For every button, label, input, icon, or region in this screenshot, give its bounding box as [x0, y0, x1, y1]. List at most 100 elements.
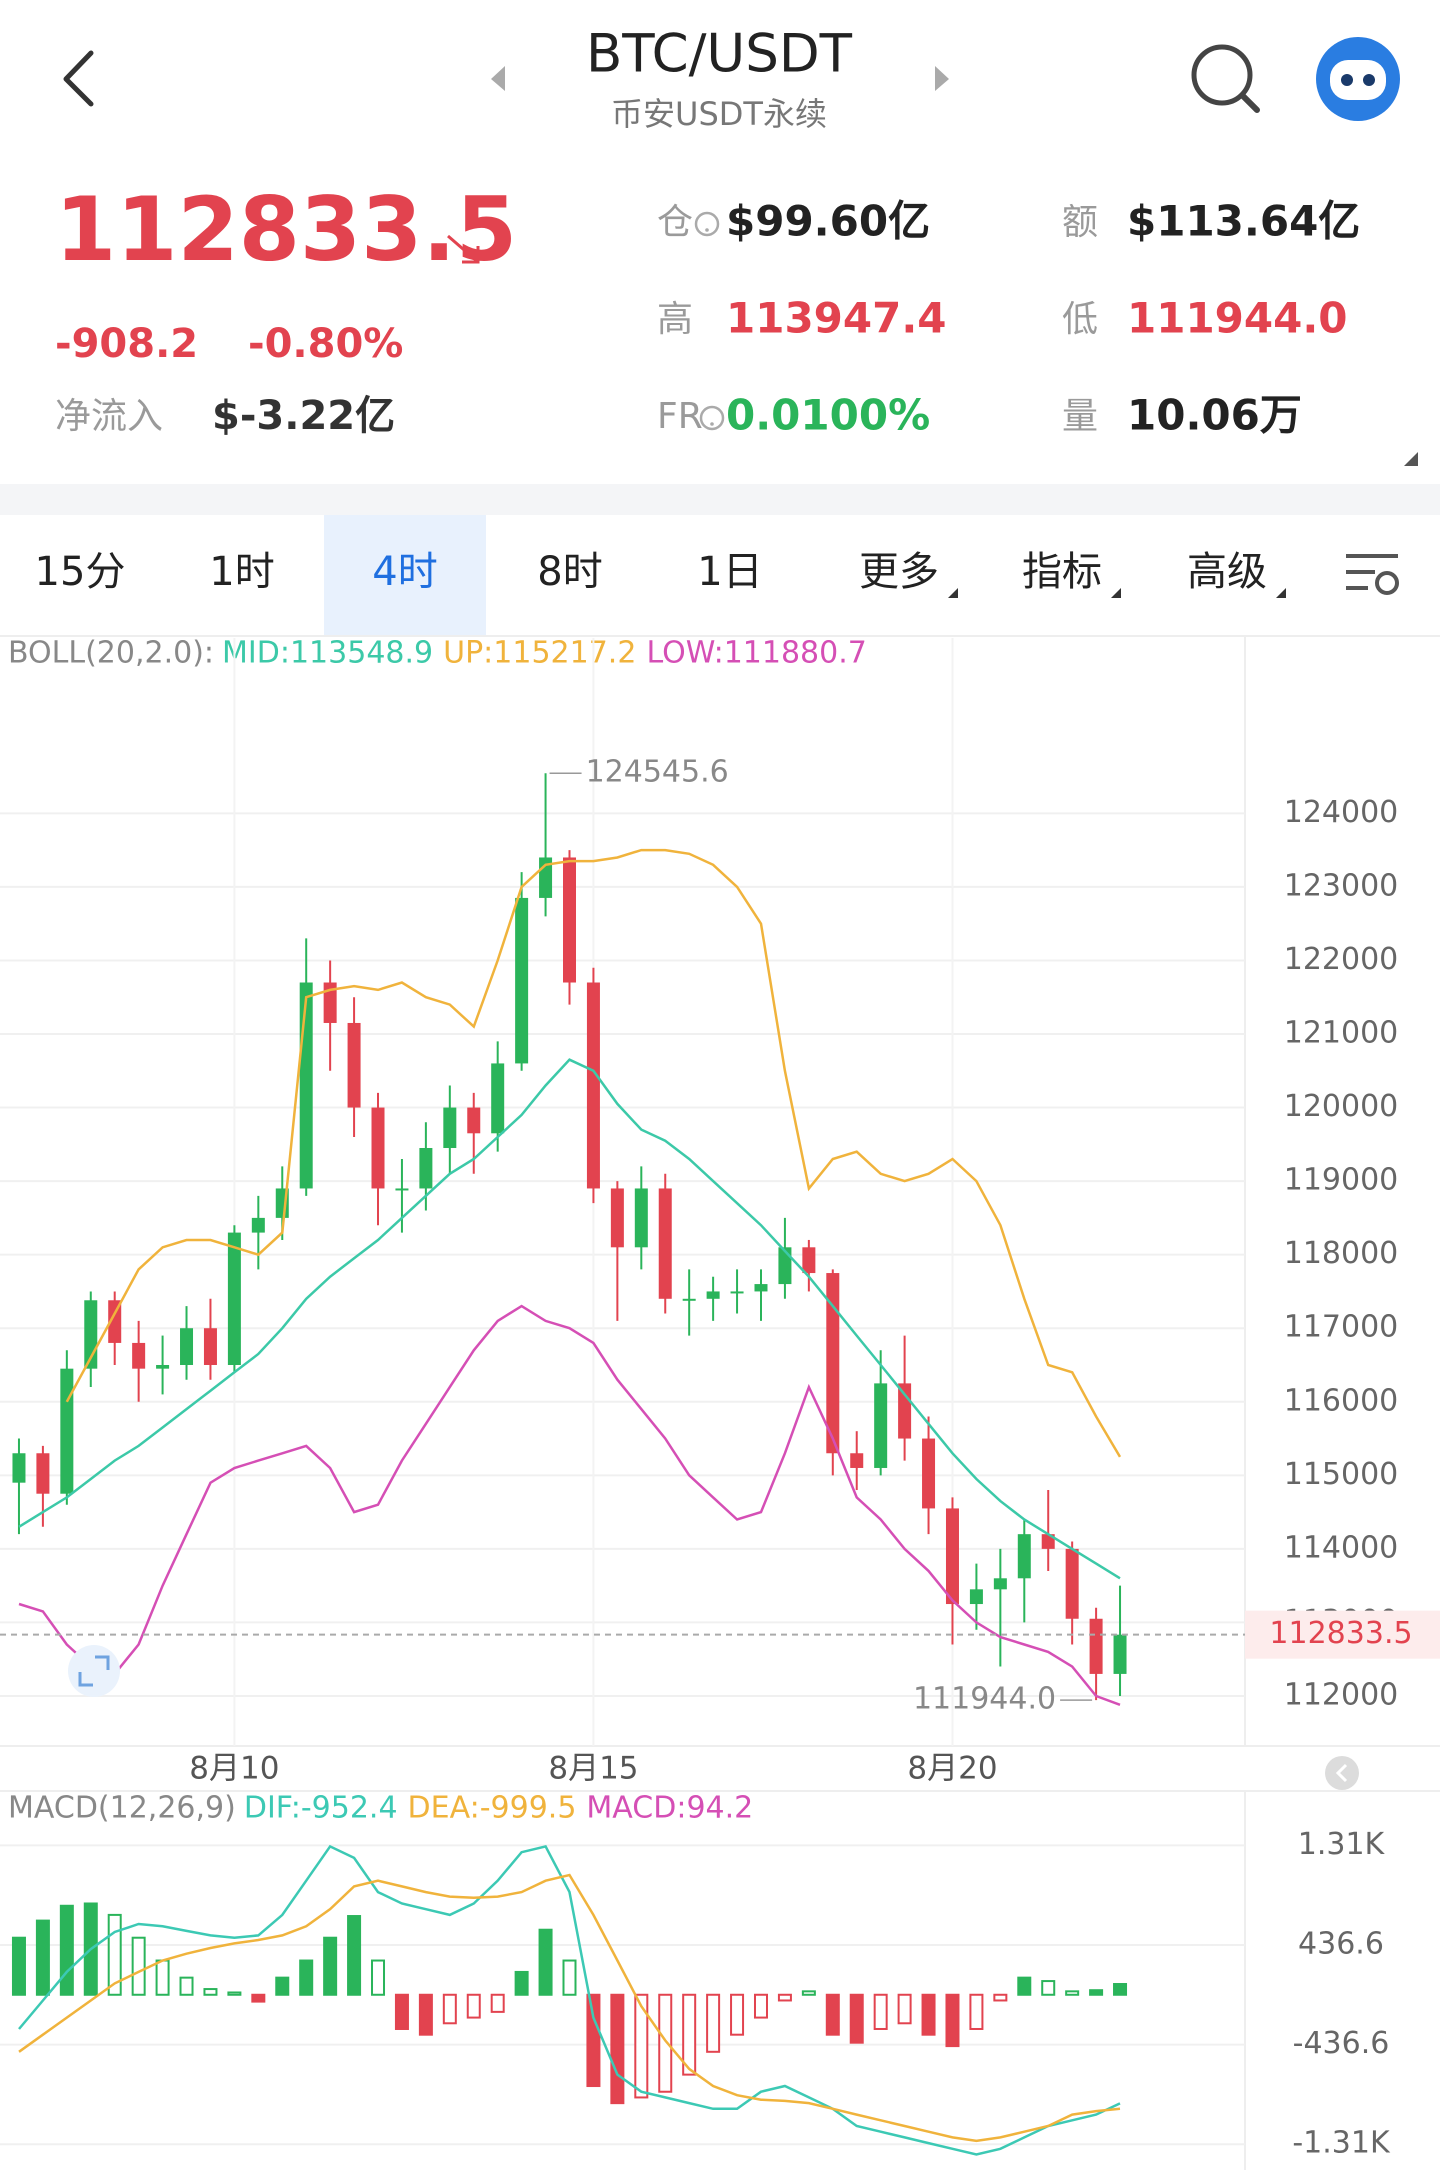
macd-bar: [514, 1970, 529, 1996]
reset-bg: [1325, 1756, 1359, 1790]
macd-bar: [562, 1959, 577, 1996]
fullscreen-bg: [68, 1645, 120, 1697]
expand-corner[interactable]: [1404, 452, 1418, 466]
legend-item: MACD:94.2: [586, 1791, 753, 1826]
tab[interactable]: 8时: [537, 549, 602, 595]
indicator-line: [18, 1304, 1121, 1706]
inflow-label: 净流入: [55, 396, 163, 437]
avatar-eye: [1341, 74, 1353, 86]
tab[interactable]: 高级: [1187, 549, 1267, 595]
macd-bar: [275, 1976, 290, 1996]
macd-bar: [131, 1936, 146, 1996]
stat-value: 10.06万: [1127, 391, 1302, 440]
next-symbol[interactable]: [935, 66, 949, 91]
tab[interactable]: 1日: [697, 549, 762, 595]
macd-bar: [59, 1904, 74, 1996]
candle-body: [563, 857, 576, 983]
indicator-line: [18, 1844, 1121, 2156]
macd-bar: [394, 1993, 409, 2030]
tab-label: 1日: [697, 549, 762, 595]
prev-symbol[interactable]: [491, 66, 505, 91]
macd-bar: [323, 1936, 338, 1996]
tab[interactable]: 指标: [1022, 549, 1102, 595]
candle-body: [706, 1291, 720, 1299]
stat-value: 111944.0: [1127, 294, 1348, 343]
candle-body: [227, 1232, 241, 1365]
inflow-value: $-3.22亿: [212, 393, 395, 439]
stat-label: 低: [1062, 299, 1098, 340]
legend-item: UP:115217.2: [443, 636, 636, 671]
avatar-face: [1330, 60, 1386, 100]
stat-value: $99.60亿: [726, 197, 930, 246]
help-icon[interactable]: [699, 405, 725, 431]
help-dot: [710, 422, 714, 426]
candle-body: [36, 1453, 50, 1494]
help-icon[interactable]: [694, 211, 720, 237]
candle-body: [203, 1328, 217, 1365]
macd-bar: [753, 1993, 768, 2019]
tab[interactable]: 更多: [859, 549, 939, 595]
candle-body: [634, 1188, 648, 1248]
avatar[interactable]: [1316, 37, 1400, 121]
dropdown-caret: [948, 588, 958, 598]
tab-label: 8时: [537, 549, 602, 595]
stat-value: 0.0100%: [726, 391, 930, 440]
stat-value: $113.64亿: [1127, 197, 1360, 246]
y-tick-label: 121000: [1284, 1016, 1399, 1051]
tab[interactable]: 4时: [324, 515, 486, 636]
macd-bar: [1089, 1989, 1104, 1996]
macd-bar: [801, 1990, 816, 1996]
y-tick-label: 116000: [1284, 1383, 1399, 1418]
macd-bar: [706, 1993, 721, 2053]
symbol-subtitle: 币安USDT永续: [611, 95, 827, 133]
candle-body: [491, 1063, 505, 1134]
macd-bar: [299, 1959, 314, 1996]
search-button[interactable]: [1191, 44, 1260, 113]
macd-bar: [155, 1959, 170, 1996]
macd-bar: [969, 1993, 984, 2030]
legend-title: BOLL(20,2.0):: [8, 636, 214, 671]
tab[interactable]: 1时: [209, 549, 274, 595]
macd-bar: [849, 1993, 864, 2044]
stat-label: FR: [657, 396, 703, 437]
legend-item: LOW:111880.7: [646, 636, 866, 671]
candle-body: [1065, 1548, 1079, 1619]
macd-bar: [1041, 1980, 1056, 1996]
y-tick-label: 117000: [1284, 1310, 1399, 1345]
candle-body: [610, 1188, 624, 1248]
y-tick-label: 436.6: [1298, 1926, 1384, 1961]
candle-body: [1041, 1534, 1055, 1549]
y-tick-label: 120000: [1284, 1089, 1399, 1124]
candle-body: [1089, 1618, 1103, 1674]
charts: BOLL(20,2.0): MID:113548.9 UP:115217.2 LOW:…: [0, 636, 1440, 2161]
fullscreen-button[interactable]: [68, 1645, 120, 1697]
macd-bar: [490, 1993, 505, 2013]
candle-body: [850, 1453, 864, 1468]
separator: [0, 484, 1440, 515]
macd-bar: [897, 1993, 912, 2025]
candle-body: [180, 1328, 194, 1365]
last-price-label: 112833.5: [1269, 1616, 1412, 1651]
macd-bar: [1113, 1983, 1128, 1996]
macd-bar: [610, 1993, 625, 2105]
candle-body: [730, 1291, 744, 1294]
y-tick-label: 122000: [1284, 942, 1399, 977]
avatar-eye: [1363, 74, 1375, 86]
macd-bar: [466, 1993, 481, 2019]
y-tick-label: 118000: [1284, 1236, 1399, 1271]
back-button[interactable]: [63, 50, 94, 107]
chart-settings[interactable]: [1346, 554, 1399, 595]
macd-bar: [921, 1993, 936, 2036]
candle-body: [108, 1300, 122, 1343]
y-tick-label: -1.31K: [1292, 2126, 1391, 2161]
macd-bar: [658, 1993, 673, 2093]
tab[interactable]: 15分: [35, 549, 126, 595]
x-tick-label: 8月10: [189, 1751, 279, 1787]
tab-label: 1时: [209, 549, 274, 595]
reset-button[interactable]: [1325, 1756, 1359, 1790]
stat-label: 额: [1062, 202, 1098, 243]
candle-body: [993, 1578, 1007, 1590]
macd-bar: [35, 1919, 50, 1996]
